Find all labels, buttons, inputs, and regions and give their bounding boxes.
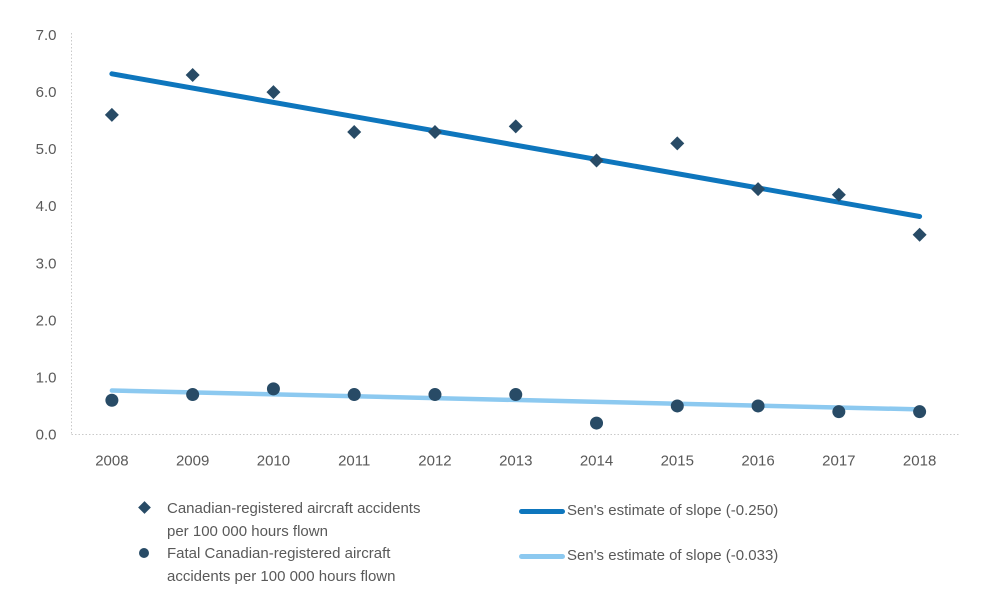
data-point-diamond	[347, 125, 362, 140]
legend-label-line1: Canadian-registered aircraft accidents	[167, 500, 421, 517]
x-tick-label: 2016	[741, 453, 774, 470]
y-tick-label: 4.0	[36, 198, 57, 215]
circle-marker-icon	[139, 548, 149, 558]
legend-label-line2: accidents per 100 000 hours flown	[167, 568, 396, 585]
y-tick-label: 7.0	[36, 27, 57, 44]
legend-label: Sen's estimate of slope (-0.033)	[567, 547, 779, 564]
data-point-circle	[186, 388, 200, 402]
trendline-swatch-icon	[519, 509, 565, 514]
data-point-circle	[590, 416, 604, 430]
data-point-circle	[832, 405, 846, 419]
data-point-circle	[266, 382, 280, 396]
x-tick-label: 2010	[257, 453, 290, 470]
data-point-diamond	[751, 182, 766, 197]
legend-marker-cell	[136, 542, 152, 558]
data-point-diamond	[912, 227, 927, 242]
x-tick-label: 2011	[338, 453, 370, 470]
legend-label-line2: per 100 000 hours flown	[167, 523, 328, 540]
data-point-diamond	[104, 107, 119, 122]
x-tick-label: 2008	[95, 453, 128, 470]
legend-label: Sen's estimate of slope (-0.250)	[567, 502, 779, 519]
legend-label-line1: Fatal Canadian-registered aircraft	[167, 545, 391, 562]
data-point-diamond	[185, 67, 200, 82]
y-tick-label: 0.0	[36, 427, 57, 444]
data-point-circle	[347, 388, 361, 402]
data-point-circle	[751, 399, 765, 413]
x-tick-label: 2009	[176, 453, 209, 470]
x-tick-label: 2018	[903, 453, 936, 470]
legend-item-sen-slope-light: Sen's estimate of slope (-0.033)	[519, 545, 778, 567]
data-point-circle	[913, 405, 927, 419]
y-tick-label: 2.0	[36, 312, 57, 329]
legend-item-fatal-accidents: Fatal Canadian-registered aircraft accid…	[136, 542, 395, 588]
data-point-diamond	[266, 85, 281, 100]
data-point-circle	[428, 388, 442, 402]
data-point-circle	[670, 399, 684, 413]
data-point-diamond	[670, 136, 685, 151]
data-point-diamond	[427, 125, 442, 140]
y-tick-label: 6.0	[36, 84, 57, 101]
sen-trendline	[109, 71, 923, 219]
legend-label: Canadian-registered aircraft accidents p…	[167, 497, 420, 543]
data-point-diamond	[831, 187, 846, 202]
trendline-swatch-icon	[519, 554, 565, 559]
x-tick-label: 2015	[661, 453, 694, 470]
y-tick-label: 3.0	[36, 255, 57, 272]
y-tick-label: 1.0	[36, 369, 57, 386]
data-point-diamond	[589, 153, 604, 168]
x-tick-label: 2017	[822, 453, 855, 470]
chart-canvas: 0.0 1.0 2.0 3.0 4.0 5.0 6.0 7.0 2008 2009 2010 2011…	[36, 27, 960, 470]
x-tick-label: 2014	[580, 453, 613, 470]
data-point-diamond	[508, 119, 523, 134]
legend-item-sen-slope-dark: Sen's estimate of slope (-0.250)	[519, 500, 778, 522]
x-tick-label: 2012	[418, 453, 451, 470]
legend-label: Fatal Canadian-registered aircraft accid…	[167, 542, 395, 588]
legend-item-accidents: Canadian-registered aircraft accidents p…	[136, 497, 420, 543]
data-point-circle	[509, 388, 523, 402]
data-point-circle	[105, 393, 119, 407]
y-tick-label: 5.0	[36, 141, 57, 158]
x-tick-label: 2013	[499, 453, 532, 470]
diamond-marker-icon	[137, 501, 151, 514]
legend-marker-cell	[136, 497, 152, 514]
